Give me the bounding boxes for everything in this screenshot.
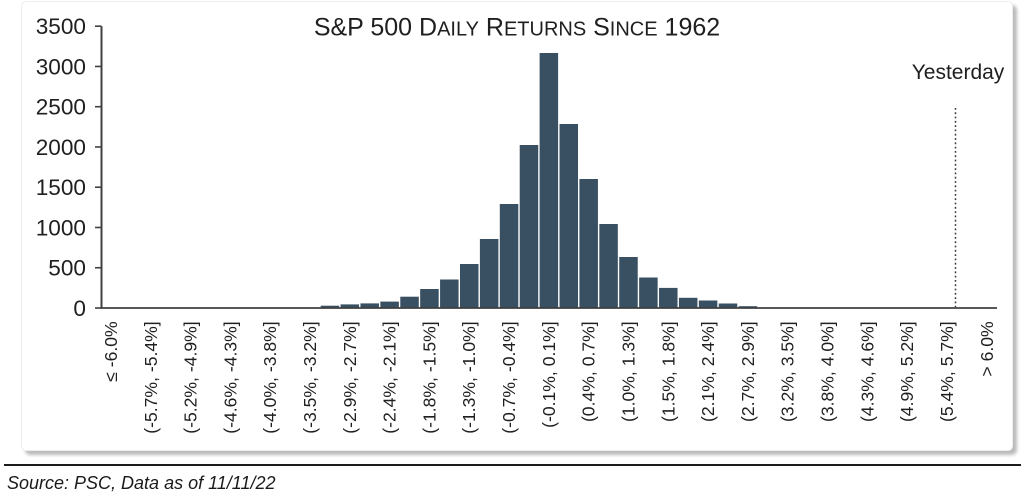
svg-text:1500: 1500 (36, 175, 86, 200)
svg-text:(-0.1%, 0.1%]: (-0.1%, 0.1%] (539, 321, 559, 428)
svg-text:(-4.0%, -3.8%]: (-4.0%, -3.8%] (260, 321, 280, 433)
svg-text:(2.1%, 2.4%]: (2.1%, 2.4%] (698, 321, 718, 422)
svg-text:> 6.0%: > 6.0% (977, 321, 997, 377)
svg-text:(3.2%, 3.5%]: (3.2%, 3.5%] (778, 321, 798, 422)
svg-text:Yesterday: Yesterday (912, 61, 1005, 84)
svg-text:2000: 2000 (36, 135, 86, 160)
svg-text:(-2.9%, -2.7%]: (-2.9%, -2.7%] (340, 321, 360, 433)
svg-text:(-5.2%, -4.9%]: (-5.2%, -4.9%] (181, 321, 201, 433)
svg-text:(-2.4%, -2.1%]: (-2.4%, -2.1%] (380, 321, 400, 433)
svg-text:(5.4%, 5.7%]: (5.4%, 5.7%] (937, 321, 957, 422)
svg-text:(0.4%, 0.7%]: (0.4%, 0.7%] (579, 321, 599, 422)
svg-text:S&P 500 DAILY RETURNS SINCE 19: S&P 500 DAILY RETURNS SINCE 1962 (314, 14, 720, 42)
svg-text:(2.7%, 2.9%]: (2.7%, 2.9%] (738, 321, 758, 422)
svg-text:0: 0 (73, 296, 86, 321)
svg-text:(-5.7%, -5.4%]: (-5.7%, -5.4%] (141, 321, 161, 433)
svg-text:(-0.7%, -0.4%]: (-0.7%, -0.4%] (499, 321, 519, 433)
svg-text:3000: 3000 (36, 55, 86, 80)
svg-text:≤ -6.0%: ≤ -6.0% (101, 321, 121, 382)
svg-text:2500: 2500 (36, 95, 86, 120)
svg-text:(4.9%, 5.2%]: (4.9%, 5.2%] (897, 321, 917, 422)
svg-text:500: 500 (48, 256, 86, 281)
svg-text:(1.0%, 1.3%]: (1.0%, 1.3%] (619, 321, 639, 422)
svg-text:(-3.5%, -3.2%]: (-3.5%, -3.2%] (300, 321, 320, 433)
svg-text:(-1.8%, -1.5%]: (-1.8%, -1.5%] (419, 321, 439, 433)
svg-text:1000: 1000 (36, 216, 86, 241)
svg-text:(1.5%, 1.8%]: (1.5%, 1.8%] (658, 321, 678, 422)
svg-text:(-1.3%, -1.0%]: (-1.3%, -1.0%] (459, 321, 479, 433)
svg-text:(4.3%, 4.6%]: (4.3%, 4.6%] (857, 321, 877, 422)
svg-text:(-4.6%, -4.3%]: (-4.6%, -4.3%] (220, 321, 240, 433)
svg-text:(3.8%, 4.0%]: (3.8%, 4.0%] (818, 321, 838, 422)
svg-text:3500: 3500 (36, 14, 86, 39)
